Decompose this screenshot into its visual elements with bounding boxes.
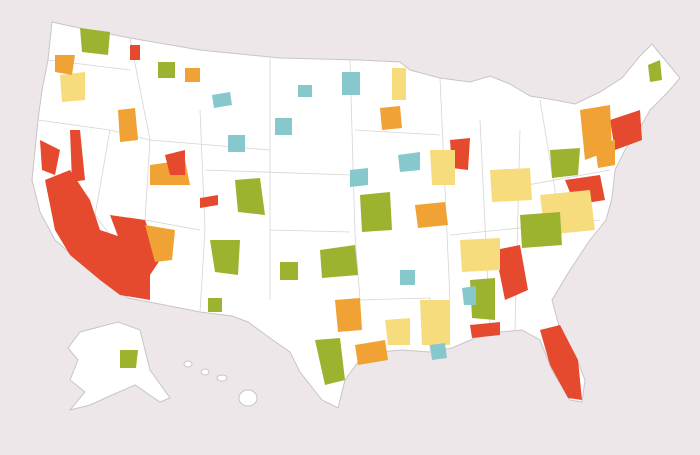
county-cluster	[335, 298, 362, 332]
county-cluster	[228, 135, 245, 152]
county-cluster	[145, 225, 175, 262]
county-cluster	[520, 212, 562, 248]
hawaii	[183, 360, 258, 407]
county-cluster	[45, 170, 150, 300]
county-cluster	[275, 118, 292, 135]
county-cluster	[320, 245, 358, 278]
county-cluster	[355, 340, 388, 365]
county-cluster	[120, 350, 138, 368]
county-cluster	[360, 192, 392, 232]
county-cluster	[470, 322, 500, 338]
county-cluster	[118, 108, 138, 142]
county-cluster	[70, 130, 85, 182]
county-cluster	[200, 195, 218, 208]
county-cluster	[495, 245, 528, 300]
county-cluster	[280, 262, 298, 280]
county-cluster	[490, 168, 532, 202]
county-cluster	[648, 60, 662, 82]
county-cluster	[595, 140, 615, 168]
county-cluster	[470, 278, 495, 320]
county-cluster	[415, 202, 448, 228]
county-cluster	[165, 150, 185, 175]
county-cluster	[55, 55, 75, 75]
county-cluster	[130, 45, 140, 60]
contiguous-us	[31, 21, 681, 409]
county-cluster	[400, 270, 415, 285]
county-cluster	[392, 68, 406, 100]
county-cluster	[212, 92, 232, 108]
county-cluster	[210, 240, 240, 275]
county-cluster	[380, 106, 402, 130]
county-cluster	[185, 68, 200, 82]
county-cluster	[158, 62, 175, 78]
county-cluster	[298, 85, 312, 97]
us-land	[31, 21, 681, 411]
county-cluster	[430, 343, 447, 360]
county-cluster	[315, 338, 345, 385]
county-cluster	[235, 178, 265, 215]
county-cluster	[342, 72, 360, 95]
county-cluster	[460, 238, 500, 272]
county-cluster	[462, 286, 476, 305]
county-cluster	[350, 168, 368, 187]
county-cluster	[550, 148, 580, 178]
county-cluster	[430, 150, 455, 185]
county-cluster	[540, 325, 582, 400]
county-cluster	[80, 28, 110, 55]
county-cluster	[385, 318, 410, 345]
counties	[40, 28, 662, 400]
county-cluster	[40, 140, 60, 175]
county-cluster	[60, 72, 85, 102]
county-cluster	[610, 110, 642, 150]
county-cluster	[208, 298, 222, 312]
alaska	[67, 321, 171, 411]
county-cluster	[398, 152, 420, 172]
county-cluster	[420, 300, 450, 345]
